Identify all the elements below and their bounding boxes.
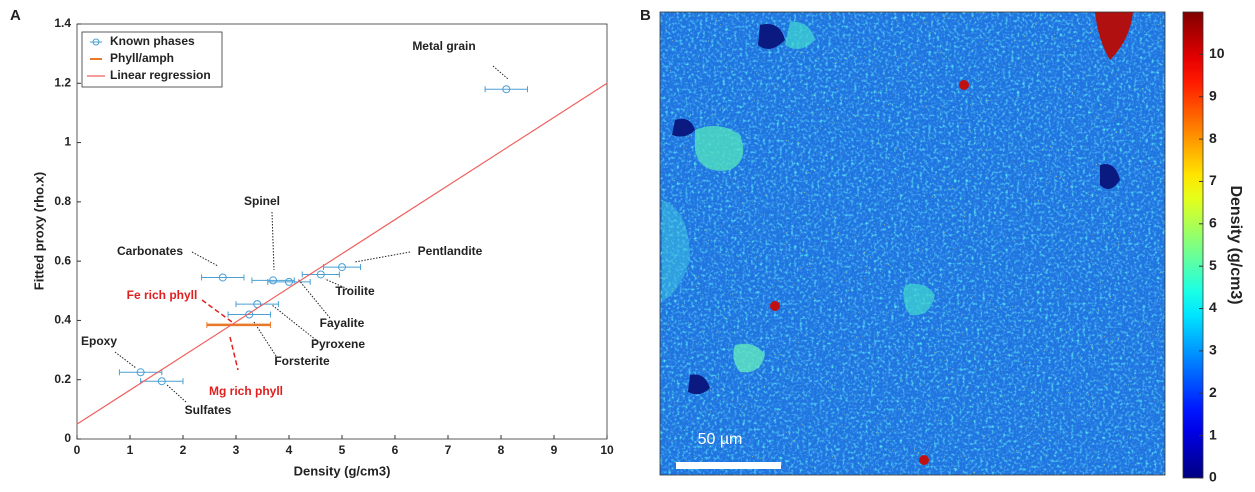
legend-label: Linear regression	[110, 68, 211, 82]
colorbar-tick-label: 0	[1209, 469, 1217, 485]
map-frame	[659, 11, 1166, 476]
colorbar-tick-label: 8	[1209, 130, 1217, 146]
x-tick-label: 3	[233, 443, 240, 457]
scale-bar-label: 50 µm	[698, 431, 743, 448]
data-point	[502, 85, 511, 94]
leader-line	[271, 211, 275, 271]
plot-marks: Metal grain Pentlandite Troilite Spinel Faya…	[76, 39, 608, 425]
x-tick-label: 7	[445, 443, 452, 457]
data-point	[218, 273, 227, 282]
plot-area	[76, 23, 608, 440]
colorbar	[1182, 11, 1204, 479]
legend-swatch	[92, 38, 100, 46]
x-tick-label: 9	[551, 443, 558, 457]
x-tick-label: 10	[600, 443, 614, 457]
density-map	[660, 12, 1165, 475]
panel-label: A	[10, 7, 21, 24]
annotation: Fe rich phyll	[127, 288, 198, 302]
y-tick-label: 0.6	[54, 253, 71, 267]
data-point	[269, 276, 278, 285]
leader-line	[492, 65, 509, 80]
x-tick-label: 0	[74, 443, 81, 457]
leader-line	[253, 321, 277, 357]
x-tick-label: 6	[392, 443, 399, 457]
data-point	[136, 368, 145, 377]
y-tick-label: 1.2	[54, 75, 71, 89]
leader-line	[165, 383, 187, 403]
leader-line	[271, 304, 317, 341]
colorbar-tick-label: 9	[1209, 87, 1217, 103]
colorbar-tick-label: 2	[1209, 384, 1217, 400]
point-label: Fayalite	[320, 316, 365, 330]
leader-line	[191, 251, 219, 267]
point-label: Pyroxene	[311, 337, 365, 351]
colorbar-tick-label: 1	[1209, 426, 1217, 442]
point-label: Pentlandite	[418, 244, 483, 258]
colorbar-tick-label: 6	[1209, 215, 1217, 231]
point-label: Forsterite	[274, 354, 330, 368]
x-tick-label: 1	[127, 443, 134, 457]
x-tick-label: 2	[180, 443, 187, 457]
colorbar-tick-label: 5	[1209, 257, 1217, 273]
point-label: Sulfates	[185, 403, 232, 417]
annotation: Mg rich phyll	[209, 384, 283, 398]
y-tick-label: 1	[64, 135, 71, 149]
point-label: Spinel	[244, 194, 280, 208]
data-point	[316, 270, 325, 279]
scale-bar	[676, 462, 781, 469]
data-point	[338, 263, 346, 272]
y-tick-label: 0.2	[54, 372, 71, 386]
colorbar-tick-label: 4	[1209, 299, 1217, 315]
point-label: Metal grain	[412, 39, 475, 53]
data-point	[285, 277, 293, 286]
y-axis-label: Fitted proxy (rho.x)	[31, 172, 46, 290]
leader-line	[297, 278, 331, 319]
legend-label: Phyll/amph	[110, 51, 174, 65]
point-label: Carbonates	[117, 244, 183, 258]
y-tick-label: 1.4	[54, 16, 71, 30]
legend-label: Known phases	[110, 34, 195, 48]
leader-line	[114, 351, 137, 369]
colorbar-tick-label: 3	[1209, 342, 1217, 358]
regression-line	[76, 82, 608, 425]
annotation-line	[201, 299, 233, 323]
leader-line	[354, 251, 411, 263]
legend-box	[81, 31, 223, 88]
colorbar-label: Density (g/cm3)	[1227, 185, 1244, 304]
data-point	[157, 377, 166, 386]
x-tick-label: 5	[339, 443, 346, 457]
point-label: Epoxy	[81, 334, 117, 348]
colorbar-tick-label: 10	[1209, 45, 1225, 61]
y-tick-label: 0.4	[54, 313, 71, 327]
y-tick-label: 0.8	[54, 194, 71, 208]
point-label: Troilite	[335, 284, 375, 298]
x-tick-label: 4	[286, 443, 293, 457]
x-axis-label: Density (g/cm3)	[294, 463, 391, 478]
x-tick-label: 8	[498, 443, 505, 457]
data-point	[245, 310, 254, 319]
y-tick-label: 0	[64, 431, 71, 445]
panel-label: B	[640, 7, 651, 24]
colorbar-tick-label: 7	[1209, 172, 1217, 188]
annotation-line	[229, 336, 239, 371]
